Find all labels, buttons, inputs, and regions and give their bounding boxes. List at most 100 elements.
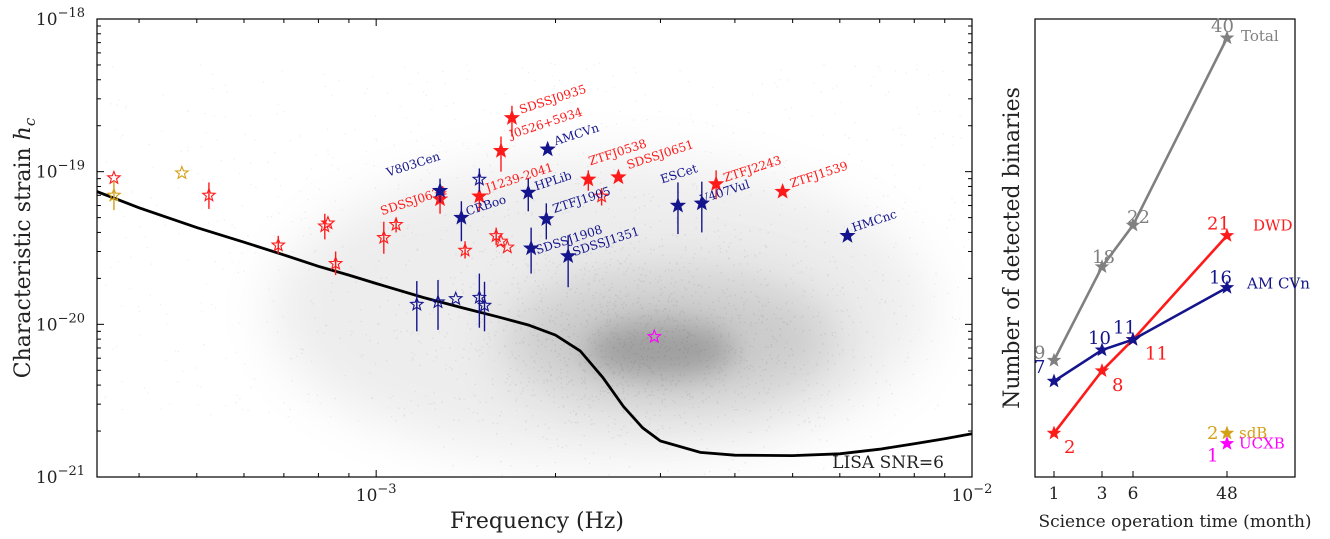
count-label: 8: [1112, 375, 1123, 396]
open-star-marker: [174, 164, 190, 180]
filled-star-marker: [707, 175, 725, 191]
sensitivity-curve-label: LISA SNR=6: [832, 453, 944, 473]
filled-star-marker: [492, 142, 510, 158]
open-star-marker: [430, 293, 446, 309]
open-star-marker: [593, 188, 610, 203]
open-star-marker: [448, 290, 464, 306]
series-star-marker: [1219, 227, 1235, 242]
open-star-marker: [388, 216, 404, 232]
x-tick-label: 10−2: [952, 482, 993, 506]
open-star-marker: [493, 233, 509, 248]
filled-star-marker: [522, 239, 540, 256]
filled-star-marker: [774, 183, 791, 199]
filled-star-marker: [471, 187, 488, 204]
right-plot-frame: [1034, 18, 1296, 478]
series-star-marker: [1125, 331, 1141, 346]
series-line: [1052, 37, 1229, 361]
lisa-sensitivity-layer: [97, 190, 972, 458]
filled-star-marker: [538, 210, 555, 226]
left-y-axis-label: Characteristic strain hc: [11, 117, 39, 378]
count-label: 22: [1127, 207, 1150, 228]
series-star-marker: [1094, 259, 1110, 273]
series-star-marker: [1219, 30, 1235, 45]
count-label: 21: [1207, 214, 1230, 235]
count-label: 2: [1207, 423, 1218, 444]
open-star-marker: [457, 242, 473, 257]
series-line: [1053, 286, 1228, 383]
filled-star-marker: [580, 170, 597, 187]
x-tick-label: 3: [1097, 484, 1108, 504]
count-label: 11: [1145, 344, 1168, 365]
series-star-marker: [1046, 352, 1062, 367]
count-label: 16: [1209, 268, 1232, 289]
open-star-marker: [317, 218, 333, 233]
series-star-marker: [1219, 435, 1235, 450]
filled-star-marker: [503, 109, 521, 125]
x-tick-label: 10−3: [356, 482, 397, 506]
filled-star-marker: [693, 194, 710, 211]
open-star-marker: [471, 171, 488, 186]
open-star-marker: [499, 239, 515, 254]
open-star-marker: [409, 296, 425, 311]
left-axis-ticks: 10−3 10−2 10−21 10−20 10−19 10−18: [36, 6, 992, 506]
series-star-marker: [1094, 363, 1110, 377]
open-star-marker: [270, 237, 286, 252]
x-tick-label: 6: [1128, 484, 1139, 504]
lisa-sensitivity-curve: [97, 190, 972, 458]
series-star-marker: [1125, 217, 1141, 232]
count-label: 7: [1034, 357, 1045, 378]
series-star-marker: [1219, 279, 1235, 294]
y-tick-label: 10−19: [36, 159, 85, 183]
count-label: 1: [1207, 446, 1218, 467]
filled-star-marker: [610, 168, 627, 185]
filled-star-marker: [560, 247, 577, 264]
count-label: 40: [1211, 16, 1234, 37]
right-x-axis-label: Science operation time (month): [1038, 512, 1311, 532]
open-star-marker: [106, 187, 122, 202]
x-tick-label: 48: [1216, 484, 1238, 504]
y-tick-label: 10−21: [36, 464, 85, 488]
series-name-label: DWD: [1253, 217, 1292, 235]
series-line: [1052, 234, 1228, 434]
galactic-foreground-cloud: [97, 62, 970, 477]
open-star-marker: [327, 255, 344, 271]
source-label: V803Cen: [384, 149, 442, 180]
series-star-marker: [1046, 373, 1062, 388]
count-label: 18: [1092, 247, 1115, 268]
count-label: 10: [1088, 328, 1111, 349]
series-name-label: Total: [1241, 27, 1279, 45]
count-label: 11: [1113, 318, 1136, 339]
series-name-label: AM CVn: [1246, 275, 1310, 293]
series-star-marker: [1219, 425, 1235, 440]
source-label: ZTFJ1539: [788, 159, 849, 191]
right-y-axis-label: Number of detected binaries: [1000, 87, 1025, 409]
y-tick-label: 10−20: [36, 311, 85, 335]
open-star-marker: [646, 328, 663, 344]
series-star-marker: [1046, 425, 1062, 440]
y-tick-label: 10−18: [36, 6, 85, 30]
series-name-label: sdB: [1239, 424, 1267, 442]
filled-star-marker: [520, 183, 537, 200]
filled-star-marker: [669, 196, 687, 213]
series-star-marker: [1094, 342, 1110, 357]
series-name-label: UCXB: [1239, 435, 1285, 453]
open-star-marker: [201, 187, 217, 202]
open-star-marker: [376, 229, 392, 245]
left-plot-frame: [96, 18, 973, 478]
filled-star-marker: [431, 182, 449, 198]
open-star-marker: [106, 169, 122, 185]
open-star-marker: [476, 297, 493, 312]
open-star-marker: [320, 215, 336, 230]
foreground-core: [585, 321, 736, 378]
x-tick-label: 1: [1049, 484, 1060, 504]
filled-star-marker: [453, 209, 470, 225]
filled-star-marker: [539, 140, 556, 157]
count-label: 2: [1064, 437, 1075, 458]
left-x-axis-label: Frequency (Hz): [450, 509, 624, 534]
count-label: 9: [1034, 342, 1045, 363]
